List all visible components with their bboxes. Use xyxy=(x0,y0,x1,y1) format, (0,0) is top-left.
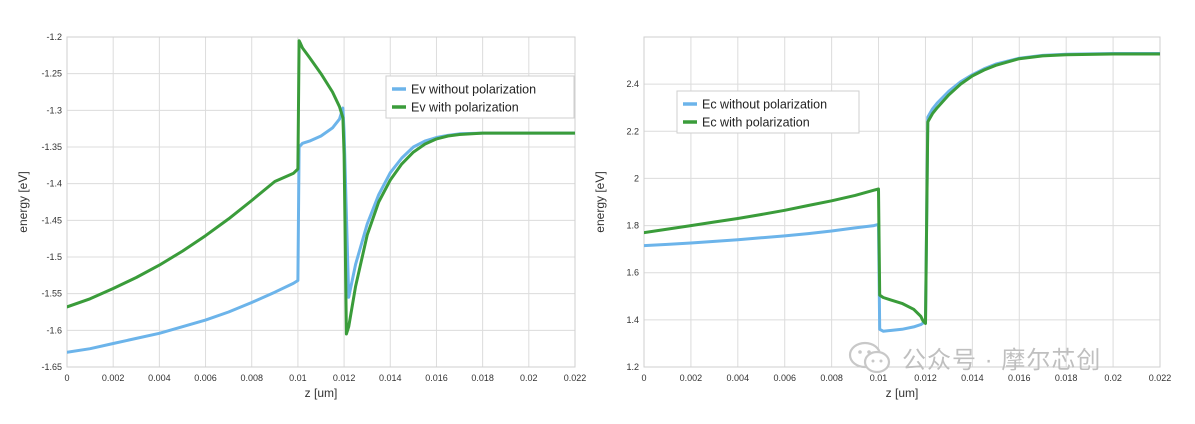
x-tick-label: 0.018 xyxy=(471,373,494,383)
x-tick-label: 0.016 xyxy=(425,373,448,383)
y-tick-label: -1.65 xyxy=(41,362,62,372)
x-tick-label: 0.014 xyxy=(961,373,984,383)
y-tick-label: -1.35 xyxy=(41,142,62,152)
x-tick-label: 0.008 xyxy=(240,373,263,383)
x-tick-label: 0.004 xyxy=(148,373,171,383)
y-tick-label: -1.45 xyxy=(41,215,62,225)
y-tick-label: 1.8 xyxy=(626,221,639,231)
legend: Ec without polarization Ec with polarizat… xyxy=(676,90,860,134)
x-axis-label: z [um] xyxy=(305,386,338,400)
x-tick-label: 0.004 xyxy=(727,373,750,383)
legend-label: Ec with polarization xyxy=(702,116,810,130)
x-tick-label: 0.02 xyxy=(1104,373,1122,383)
x-tick-label: 0 xyxy=(64,373,69,383)
x-tick-label: 0.002 xyxy=(102,373,125,383)
plot-frame xyxy=(66,36,576,368)
y-tick-label: -1.2 xyxy=(46,32,62,42)
y-tick-label: -1.5 xyxy=(46,252,62,262)
x-tick-label: 0.016 xyxy=(1008,373,1031,383)
y-tick-label: -1.4 xyxy=(46,179,62,189)
x-tick-label: 0.022 xyxy=(564,373,587,383)
x-tick-label: 0 xyxy=(641,373,646,383)
y-tick-label: 2 xyxy=(634,173,639,183)
y-tick-label: -1.55 xyxy=(41,289,62,299)
x-tick-label: 0.008 xyxy=(820,373,843,383)
y-tick-label: 2.4 xyxy=(626,79,639,89)
y-tick-label: -1.6 xyxy=(46,325,62,335)
plot-frame xyxy=(643,36,1161,368)
legend-label: Ec without polarization xyxy=(702,98,827,112)
legend-label: Ev with polarization xyxy=(411,101,519,115)
x-tick-label: 0.01 xyxy=(870,373,888,383)
x-tick-label: 0.018 xyxy=(1055,373,1078,383)
x-tick-label: 0.006 xyxy=(194,373,217,383)
series-line-1 xyxy=(67,106,575,354)
x-tick-label: 0.022 xyxy=(1149,373,1172,383)
x-tick-label: 0.012 xyxy=(333,373,356,383)
y-tick-label: 1.6 xyxy=(626,268,639,278)
series-line-2 xyxy=(67,39,575,336)
x-tick-label: 0.02 xyxy=(520,373,538,383)
x-tick-label: 0.014 xyxy=(379,373,402,383)
x-tick-label: 0.002 xyxy=(680,373,703,383)
y-tick-label: 1.4 xyxy=(626,315,639,325)
legend-box xyxy=(385,75,575,119)
legend: Ev without polarization Ev with polarizat… xyxy=(385,75,575,119)
y-tick-label: 1.2 xyxy=(626,362,639,372)
x-tick-label: 0.006 xyxy=(773,373,796,383)
chart-panel-1: 0 0.002 0.004 0.006 0.008 0.01 0.012 0.014 0.016… xyxy=(16,32,586,400)
x-tick-label: 0.012 xyxy=(914,373,937,383)
x-axis-label: z [um] xyxy=(886,386,919,400)
y-tick-label: -1.3 xyxy=(46,105,62,115)
chart-panel-2: 0 0.002 0.004 0.006 0.008 0.01 0.012 0.014 0.016… xyxy=(593,36,1172,400)
series-line-2 xyxy=(644,52,1160,325)
legend-box xyxy=(676,90,860,134)
y-axis-label: energy [eV] xyxy=(16,171,30,232)
y-tick-label: -1.25 xyxy=(41,69,62,79)
x-tick-label: 0.01 xyxy=(289,373,307,383)
y-axis-label: energy [eV] xyxy=(593,171,607,232)
legend-label: Ev without polarization xyxy=(411,83,536,97)
y-tick-label: 2.2 xyxy=(626,126,639,136)
